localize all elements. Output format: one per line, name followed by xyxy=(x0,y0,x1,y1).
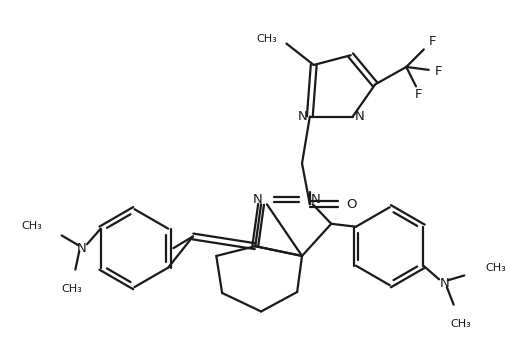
Text: CH₃: CH₃ xyxy=(21,221,42,231)
Text: F: F xyxy=(415,88,423,101)
Text: CH₃: CH₃ xyxy=(486,263,506,273)
Text: N: N xyxy=(354,110,365,123)
Text: N: N xyxy=(311,193,320,206)
Text: N: N xyxy=(77,242,86,255)
Text: O: O xyxy=(346,198,357,211)
Text: N: N xyxy=(298,110,308,123)
Text: CH₃: CH₃ xyxy=(256,34,277,44)
Text: N: N xyxy=(440,277,450,290)
Text: CH₃: CH₃ xyxy=(61,284,82,294)
Text: F: F xyxy=(434,65,442,78)
Text: F: F xyxy=(429,35,437,48)
Text: CH₃: CH₃ xyxy=(450,319,471,329)
Text: N: N xyxy=(252,193,262,206)
